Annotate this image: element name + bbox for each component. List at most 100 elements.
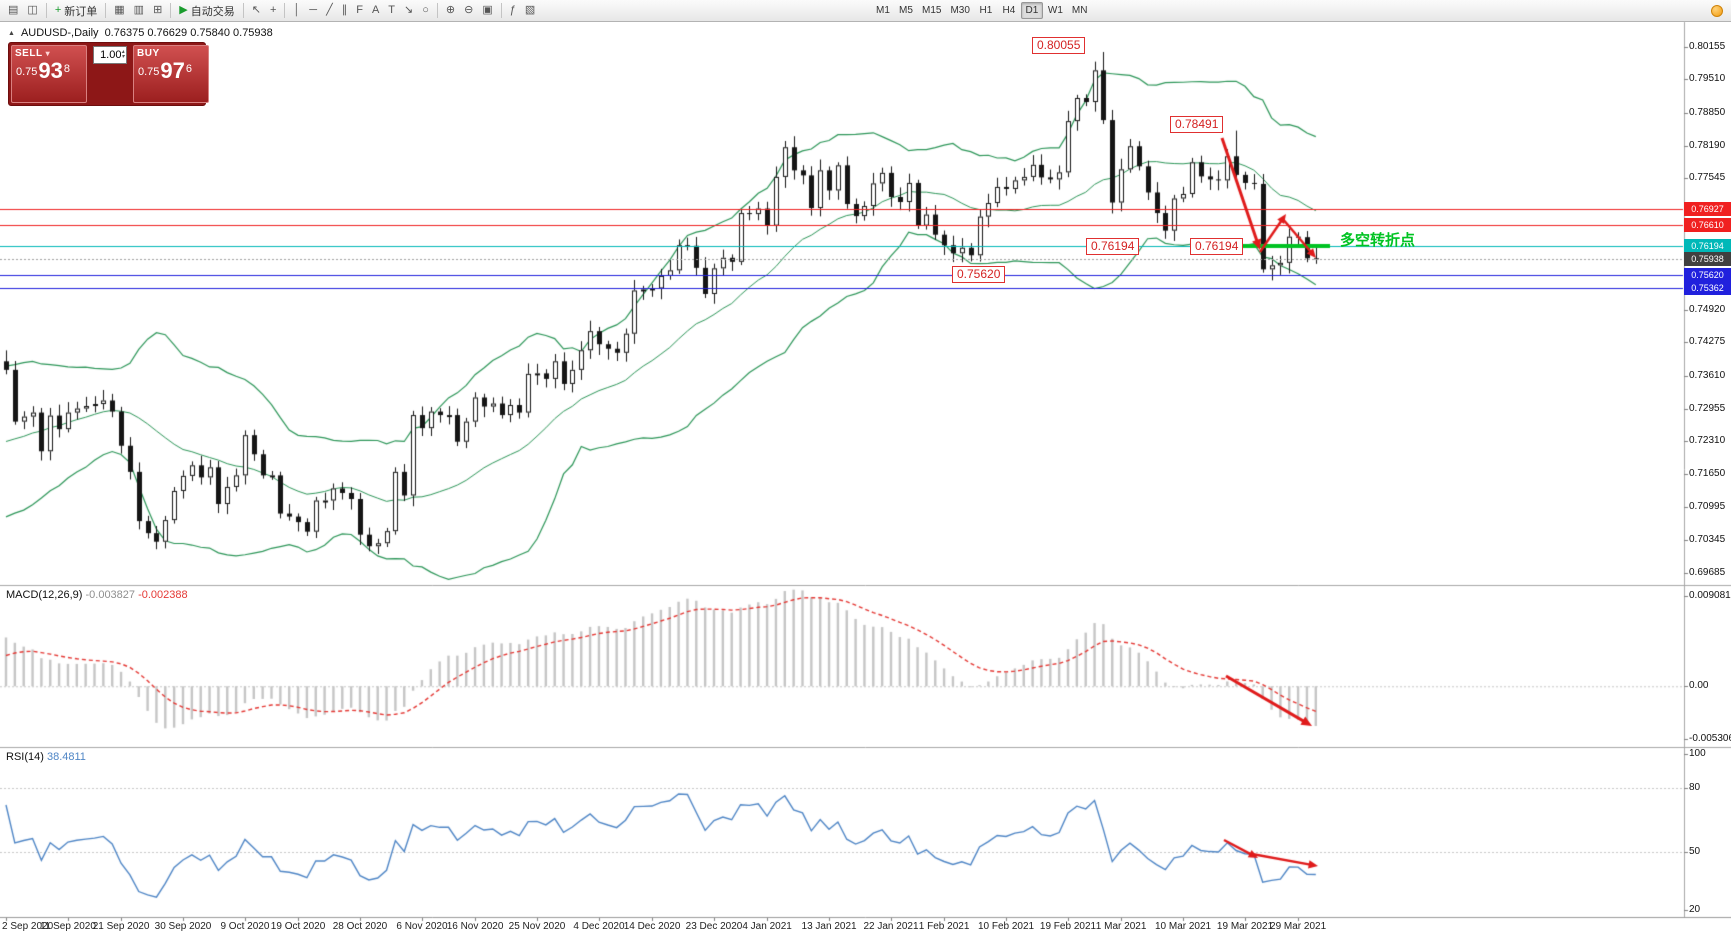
rsi-label: RSI(14) 38.4811 — [6, 751, 86, 763]
zoom-out-icon: ⊖ — [464, 4, 474, 16]
new-order-button[interactable]: + 新订单 — [51, 2, 101, 20]
zoom-in-icon: ⊕ — [445, 4, 456, 16]
channel-button[interactable]: ∥ — [338, 2, 352, 20]
date-axis-label: 2 Sep 2020 — [2, 921, 54, 932]
indicators-button[interactable]: ƒ — [506, 2, 520, 20]
fibonacci-button[interactable]: F — [352, 2, 367, 20]
new-chart-button[interactable]: ▤ — [4, 2, 22, 20]
sell-label: SELL — [15, 48, 43, 59]
macd-value-1: -0.003827 — [85, 589, 136, 601]
crosshair-button[interactable]: + — [266, 2, 280, 20]
date-axis-label: 1 Feb 2021 — [918, 921, 970, 932]
notification-icon[interactable] — [1711, 5, 1723, 17]
ellipse-button[interactable]: ○ — [418, 2, 433, 20]
zoom-in-button[interactable]: ⊕ — [442, 2, 459, 20]
date-axis-label: 1 Mar 2021 — [1095, 921, 1147, 932]
market-watch-button[interactable]: ▦ — [110, 2, 128, 20]
toolbar-separator — [284, 3, 286, 18]
data-window-button[interactable]: ▥ — [130, 2, 148, 20]
timeframe-w1-button[interactable]: W1 — [1044, 2, 1067, 19]
trendline-icon: ╱ — [326, 4, 333, 16]
price-level-label: 0.75938 — [1684, 251, 1731, 266]
price-annotation[interactable]: 0.78491 — [1170, 116, 1224, 133]
price-annotation[interactable]: 0.80055 — [1032, 37, 1086, 54]
timeframe-m1-button[interactable]: M1 — [872, 2, 894, 19]
macd-axis-tick: -0.005306 — [1689, 733, 1731, 744]
templates-icon: ▧ — [524, 4, 536, 16]
volume-input[interactable] — [95, 49, 122, 61]
tile-windows-button[interactable]: ▣ — [478, 2, 496, 20]
symbol-marker-icon: ▲ — [8, 29, 15, 37]
zoom-out-button[interactable]: ⊖ — [460, 2, 477, 20]
date-axis-label: 28 Oct 2020 — [332, 921, 388, 932]
price-axis-tick: 0.70345 — [1689, 533, 1726, 545]
vertical-line-button[interactable]: │ — [289, 2, 304, 20]
price-level-label: 0.76194 — [1684, 239, 1731, 254]
symbol-name: AUDUSD-,Daily — [20, 27, 99, 39]
timeframe-d1-button[interactable]: D1 — [1020, 2, 1043, 19]
toolbar-separator — [105, 3, 107, 18]
label-icon: T — [388, 4, 396, 16]
templates-button[interactable]: ▧ — [521, 2, 539, 20]
date-axis-label: 16 Nov 2020 — [446, 921, 504, 932]
sell-button[interactable]: SELL ▾ 0.75 93 8 — [11, 45, 87, 103]
date-axis-label: 19 Feb 2021 — [1039, 921, 1097, 932]
autotrading-icon: ▶ — [179, 4, 188, 16]
buy-price: 0.75 97 6 — [138, 58, 193, 83]
label-button[interactable]: T — [384, 2, 399, 20]
turning-point-annotation[interactable]: 多空转折点 — [1340, 232, 1416, 249]
macd-name: MACD(12,26,9) — [6, 589, 83, 601]
timeframe-toolbar: M1 M5 M15 M30 H1 H4 D1 W1 MN — [872, 2, 1091, 19]
timeframe-m30-button[interactable]: M30 — [946, 2, 973, 19]
price-axis-tick: 0.72310 — [1689, 435, 1726, 447]
sell-dropdown-icon[interactable]: ▾ — [45, 49, 51, 58]
sell-price: 0.75 93 8 — [16, 58, 71, 83]
profiles-button[interactable]: ◫ — [23, 2, 41, 20]
price-annotation[interactable]: 0.76194 — [1190, 238, 1244, 255]
price-axis-tick: 0.78850 — [1689, 106, 1726, 118]
price-axis-tick: 0.78190 — [1689, 139, 1726, 151]
price-annotation[interactable]: 0.75620 — [952, 266, 1006, 283]
price-level-label: 0.76927 — [1684, 202, 1731, 217]
crosshair-icon: + — [269, 4, 277, 16]
cursor-icon: ↖ — [251, 4, 261, 16]
horizontal-line-icon: ─ — [309, 4, 318, 16]
buy-button[interactable]: BUY 0.75 97 6 — [133, 45, 209, 103]
rsi-axis-tick: 50 — [1689, 846, 1701, 857]
price-axis-tick: 0.80155 — [1689, 41, 1726, 52]
stepper-up-icon[interactable]: ▴ — [121, 49, 125, 55]
volume-stepper[interactable]: ▴ ▾ — [121, 49, 125, 60]
stepper-down-icon[interactable]: ▾ — [121, 54, 125, 60]
cursor-button[interactable]: ↖ — [248, 2, 265, 20]
date-axis-label: 19 Oct 2020 — [270, 921, 326, 932]
timeframe-mn-button[interactable]: MN — [1068, 2, 1092, 19]
price-axis-tick: 0.79510 — [1689, 73, 1726, 85]
date-axis-label: 9 Oct 2020 — [220, 921, 270, 932]
timeframe-h1-button[interactable]: H1 — [975, 2, 997, 19]
timeframe-m15-button[interactable]: M15 — [918, 2, 945, 19]
date-axis-label: 19 Mar 2021 — [1216, 921, 1274, 932]
trendline-button[interactable]: ╱ — [322, 2, 337, 20]
fibonacci-icon: F — [356, 4, 363, 16]
text-icon: A — [371, 4, 380, 16]
price-axis-tick: 0.73610 — [1689, 369, 1726, 381]
price-level-label: 0.76610 — [1684, 218, 1731, 233]
date-axis-label: 10 Feb 2021 — [977, 921, 1035, 932]
date-axis-label: 21 Sep 2020 — [92, 921, 150, 932]
navigator-button[interactable]: ⊞ — [149, 2, 166, 20]
new-order-label: 新订单 — [64, 5, 98, 18]
timeframe-h4-button[interactable]: H4 — [998, 2, 1020, 19]
text-button[interactable]: A — [368, 2, 383, 20]
horizontal-line-button[interactable]: ─ — [305, 2, 321, 20]
timeframe-m5-button[interactable]: M5 — [895, 2, 917, 19]
macd-label: MACD(12,26,9) -0.003827 -0.002388 — [6, 589, 188, 601]
arrow-object-button[interactable]: ↘ — [400, 2, 417, 20]
toolbar-separator — [45, 3, 47, 18]
ohlc-values: 0.76375 0.76629 0.75840 0.75938 — [104, 27, 273, 39]
price-annotation[interactable]: 0.76194 — [1086, 238, 1140, 255]
macd-axis-tick: 0.009081 — [1689, 590, 1731, 601]
autotrading-button[interactable]: ▶ 自动交易 — [175, 2, 238, 20]
